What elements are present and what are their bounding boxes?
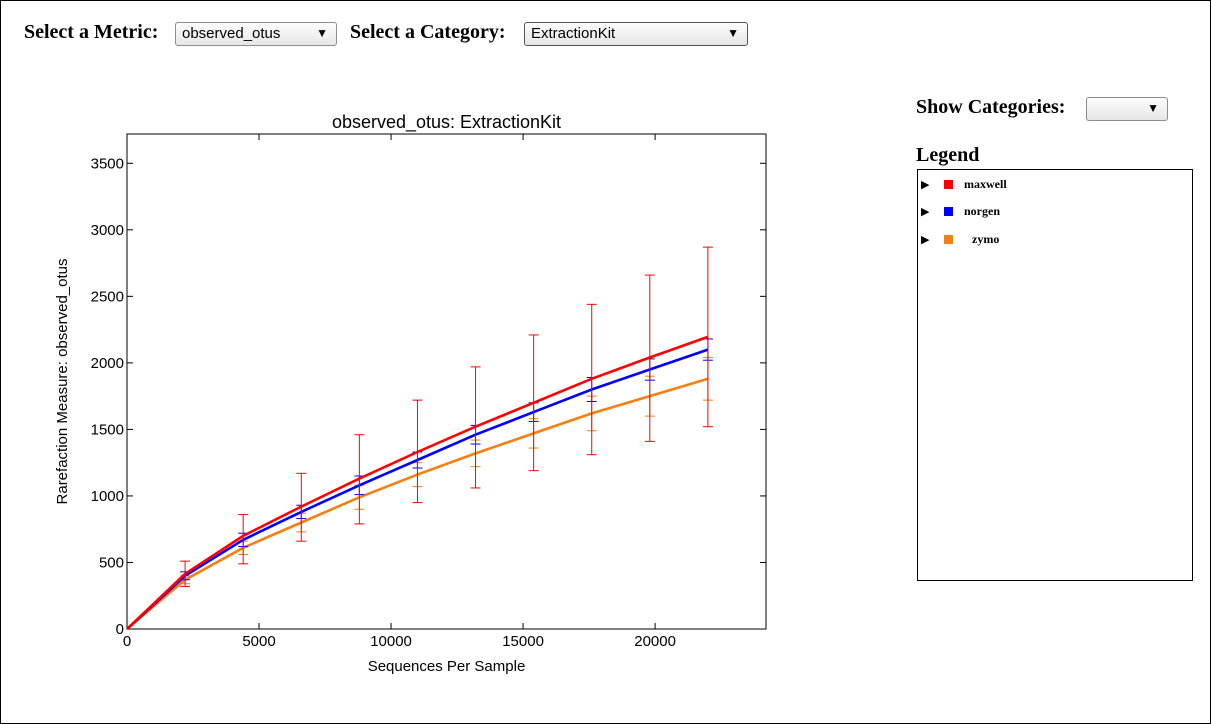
legend-heading: Legend [916, 144, 980, 166]
category-select-value: ExtractionKit [531, 25, 616, 42]
y-tick-label: 2500 [91, 288, 124, 305]
x-tick-label: 15000 [502, 633, 544, 650]
y-tick-label: 1000 [91, 488, 124, 505]
y-axis-label: Rarefaction Measure: observed_otus [54, 259, 71, 505]
chevron-down-icon: ▼ [316, 26, 328, 40]
x-tick-label: 0 [123, 633, 131, 650]
show-categories-label: Show Categories: [916, 96, 1066, 118]
legend-label: norgen [964, 204, 1000, 218]
legend-box: ▶ maxwell ▶ norgen ▶ zymo [917, 169, 1193, 581]
x-tick-label: 10000 [370, 633, 412, 650]
legend-swatch [944, 207, 953, 216]
legend-swatch [944, 180, 953, 189]
metric-select[interactable]: observed_otus ▼ [175, 22, 337, 46]
y-tick-label: 0 [116, 621, 124, 638]
metric-label: Select a Metric: [24, 21, 159, 43]
plot-frame [126, 133, 767, 630]
x-tick-label: 20000 [634, 633, 676, 650]
y-tick-label: 3000 [91, 222, 124, 239]
chevron-down-icon: ▼ [1147, 101, 1159, 115]
y-tick-label: 3500 [91, 155, 124, 172]
legend-label: zymo [972, 232, 1000, 246]
y-tick-label: 2000 [91, 355, 124, 372]
y-tick-label: 500 [99, 554, 124, 571]
metric-select-value: observed_otus [182, 25, 281, 42]
chevron-down-icon: ▼ [727, 26, 739, 40]
x-tick-label: 5000 [242, 633, 275, 650]
x-axis-label: Sequences Per Sample [368, 658, 526, 675]
show-categories-select[interactable]: ▼ [1086, 97, 1168, 121]
legend-swatch [944, 235, 953, 244]
y-tick-label: 1500 [91, 421, 124, 438]
category-label: Select a Category: [350, 21, 506, 43]
series-line-maxwell [126, 335, 709, 630]
category-select[interactable]: ExtractionKit ▼ [524, 22, 748, 46]
expand-arrow-icon[interactable]: ▶ [921, 179, 930, 191]
legend-label: maxwell [964, 177, 1007, 191]
expand-arrow-icon[interactable]: ▶ [921, 234, 930, 246]
expand-arrow-icon[interactable]: ▶ [921, 206, 930, 218]
chart-title: observed_otus: ExtractionKit [332, 112, 561, 133]
